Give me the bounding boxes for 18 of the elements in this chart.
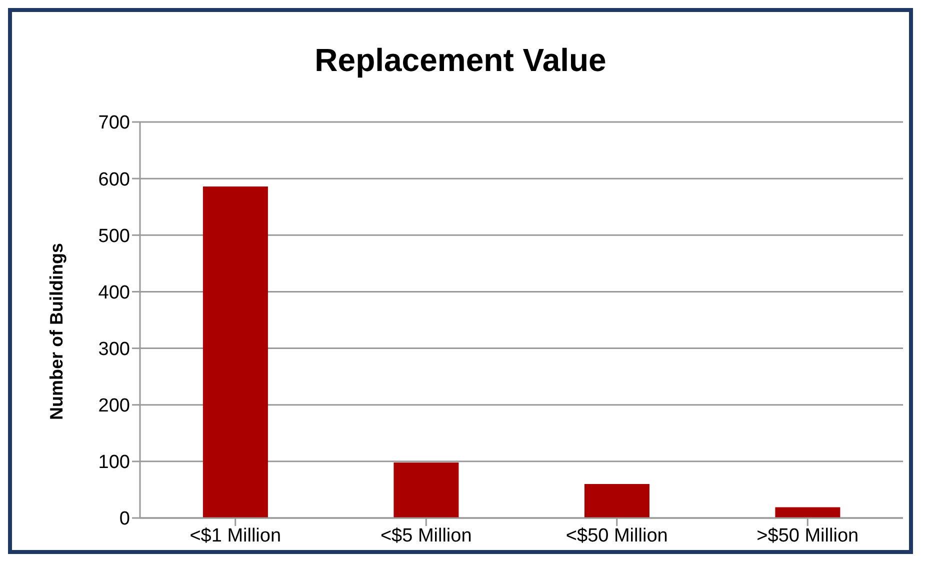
x-tick-label: <$50 Million xyxy=(566,525,668,546)
x-tick-label: >$50 Million xyxy=(756,525,859,546)
bar xyxy=(584,484,650,518)
bar xyxy=(202,186,268,518)
y-tick-label: 100 xyxy=(98,452,130,474)
y-tick-label: 0 xyxy=(119,508,130,530)
y-tick-label: 700 xyxy=(98,112,130,134)
x-tick-label: <$1 Million xyxy=(190,525,282,546)
y-tick-label: 200 xyxy=(98,396,130,417)
y-axis-title: Number of Buildings xyxy=(46,243,66,420)
y-tick-label: 500 xyxy=(98,226,130,247)
y-tick-label: 400 xyxy=(98,282,130,304)
bar xyxy=(394,462,459,518)
y-tick-label: 300 xyxy=(98,339,130,360)
x-tick-label: <$5 Million xyxy=(380,525,472,546)
bar xyxy=(775,507,840,518)
chart-title: Replacement Value xyxy=(314,42,608,79)
y-tick-label: 600 xyxy=(98,169,130,190)
